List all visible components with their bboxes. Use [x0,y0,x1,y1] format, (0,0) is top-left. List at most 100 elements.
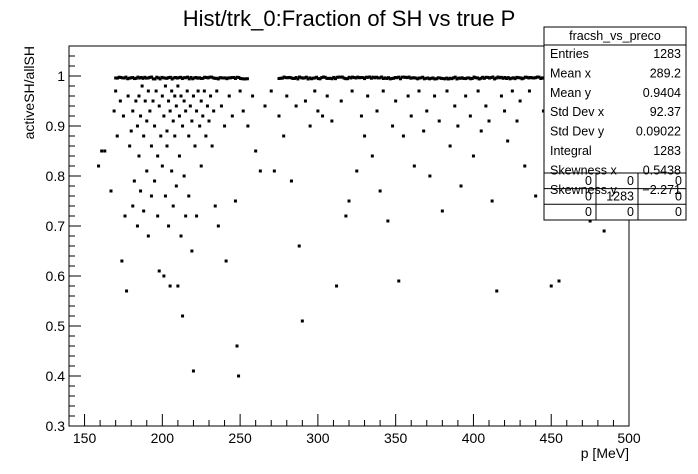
stats-value: 1283 [653,144,681,158]
scatter-point [125,289,129,293]
band-point [141,76,145,80]
band-point [482,76,486,80]
scatter-point [378,189,382,193]
scatter-point [237,374,241,378]
band-point [245,77,249,81]
scatter-point [495,289,499,293]
y-tick-label: 0.8 [46,168,66,184]
scatter-point [534,194,538,198]
scatter-point [195,214,199,218]
band-point [167,76,171,80]
scatter-point [258,169,262,173]
band-point [227,76,231,80]
band-point [299,76,303,80]
band-point [503,75,507,79]
scatter-point [181,124,185,128]
scatter-point [366,94,370,98]
band-point [385,76,389,80]
band-point [306,77,310,81]
scatter-point [355,169,359,173]
scatter-point [394,99,398,103]
band-point [491,75,495,79]
scatter-point [223,124,227,128]
band-point [450,77,454,81]
band-point [240,77,244,81]
band-point [457,76,461,80]
scatter-point [162,274,166,278]
band-point [349,76,353,80]
band-point [486,75,490,79]
band-point [397,75,401,79]
band-point [289,76,293,80]
scatter-point [456,124,460,128]
scatter-point [285,94,289,98]
scatter-point [190,119,194,123]
band-point [194,75,198,79]
band-point [400,75,404,79]
stats-value: 1283 [653,47,681,61]
band-point [209,75,213,79]
scatter-point [140,84,144,88]
stats-box-title: fracsh_vs_preco [569,29,661,43]
band-point [172,76,176,80]
band-point [434,77,438,81]
band-point [357,76,361,80]
scatter-point [165,144,169,148]
band-point [345,77,349,81]
chart-title: Hist/trk_0:Fraction of SH vs true P [183,6,516,31]
band-point [244,77,248,81]
band-point [174,75,178,79]
stats-label: Integral [550,144,592,158]
scatter-point [153,179,157,183]
scatter-point [308,124,312,128]
scatter-point [174,104,178,108]
scatter-point [325,94,329,98]
scatter-point [209,94,213,98]
scatter-point [381,89,385,93]
scatter-point [490,199,494,203]
scatter-point [146,234,150,238]
band-point [330,77,334,81]
band-point [381,77,385,81]
stats-value: 0.09022 [636,125,681,139]
band-point [404,75,408,79]
scatter-point [219,104,223,108]
scatter-point [139,114,143,118]
scatter-point [198,124,202,128]
band-point [354,76,358,80]
scatter-point [128,144,132,148]
band-point [287,75,291,79]
scatter-point [453,104,457,108]
y-tick-label: 0.6 [46,268,66,284]
band-point [484,75,488,79]
scatter-point [97,164,101,168]
band-point [177,76,181,80]
scatter-point [459,184,463,188]
band-point [383,76,387,80]
band-point [146,76,150,80]
scatter-point [230,114,234,118]
x-tick-label: 350 [384,430,408,446]
scatter-point [588,219,592,223]
band-point [206,76,210,80]
scatter-point [506,139,510,143]
band-point [158,77,162,81]
stats-grid-cell: 0 [585,190,592,204]
scatter-point [176,84,180,88]
band-point [134,76,138,80]
scatter-point [163,84,167,88]
scatter-point [251,94,255,98]
scatter-point [168,109,172,113]
x-tick-label: 450 [540,430,564,446]
band-point [462,77,466,81]
scatter-point [114,89,118,93]
band-point [163,76,167,80]
scatter-point [191,94,195,98]
band-point [409,76,413,80]
band-point [419,76,423,80]
band-point [189,75,193,79]
band-point [151,77,155,81]
band-point [280,76,284,80]
band-point [438,76,442,80]
scatter-point [549,284,553,288]
